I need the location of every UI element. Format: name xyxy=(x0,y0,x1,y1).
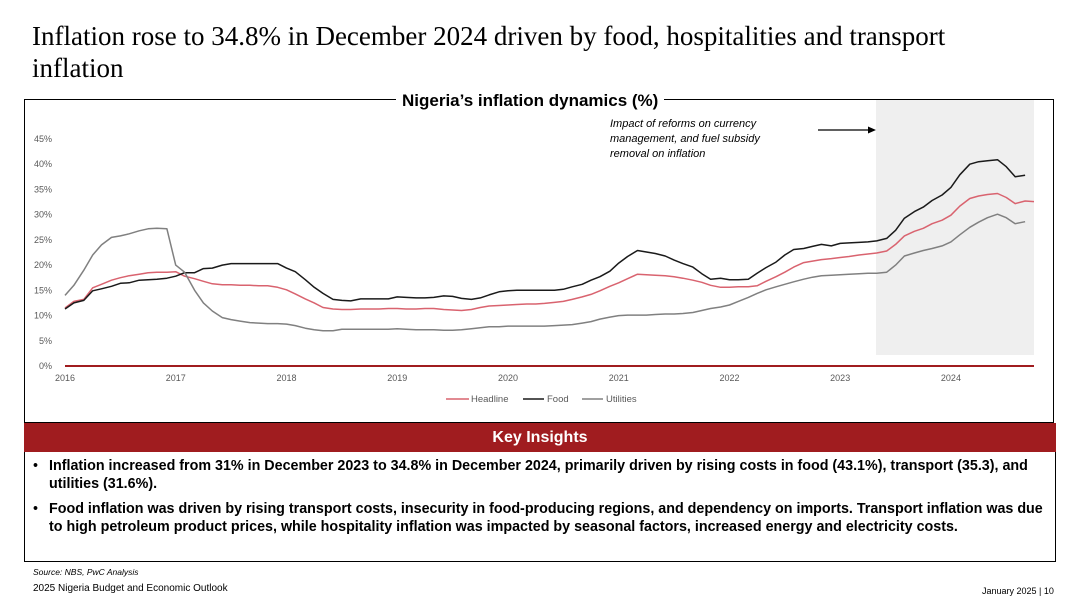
y-tick-label: 40% xyxy=(34,159,52,169)
x-tick-label: 2019 xyxy=(387,373,407,383)
footer-date-page: January 2025 | 10 xyxy=(982,586,1054,596)
insight-bullet-2: Food inflation was driven by rising tran… xyxy=(33,500,1045,536)
legend-headline-label: Headline xyxy=(471,394,509,405)
y-tick-label: 45% xyxy=(34,134,52,144)
y-tick-label: 35% xyxy=(34,184,52,194)
chart-frame: 0% 5% 10% 15% 20% 25% 30% 35% 40% 45% 2016 2017 201… xyxy=(24,99,1054,423)
x-tick-label: 2020 xyxy=(498,373,518,383)
y-tick-label: 30% xyxy=(34,210,52,220)
page-title: Inflation rose to 34.8% in December 2024… xyxy=(32,21,946,83)
legend-utilities-label: Utilities xyxy=(606,394,637,405)
series-line-utilities xyxy=(64,213,1026,332)
key-insights-header: Key Insights xyxy=(24,423,1056,452)
y-tick-label: 20% xyxy=(34,260,52,270)
legend-food-label: Food xyxy=(547,394,569,405)
x-tick-label: 2017 xyxy=(166,373,186,383)
x-tick-label: 2022 xyxy=(719,373,739,383)
annotation-line-2: management, and fuel subsidy xyxy=(610,133,761,145)
shaded-reform-period xyxy=(876,100,1034,355)
x-tick-label: 2018 xyxy=(276,373,296,383)
annotation-line-1: Impact of reforms on currency xyxy=(610,118,758,130)
x-tick-label: 2021 xyxy=(609,373,629,383)
annotation-line-3: removal on inflation xyxy=(610,148,705,160)
footer-report-title: 2025 Nigeria Budget and Economic Outlook xyxy=(33,583,228,594)
x-tick-label: 2016 xyxy=(55,373,75,383)
key-insights-body: Inflation increased from 31% in December… xyxy=(24,452,1056,562)
y-tick-label: 15% xyxy=(34,285,52,295)
y-tick-label: 10% xyxy=(34,311,52,321)
y-tick-label: 5% xyxy=(39,336,52,346)
series-line-food xyxy=(64,158,1026,310)
y-tick-label: 0% xyxy=(39,361,52,371)
annotation-arrow-head xyxy=(868,126,876,134)
insight-bullet-1: Inflation increased from 31% in December… xyxy=(33,457,1045,493)
y-tick-label: 25% xyxy=(34,235,52,245)
x-tick-label: 2023 xyxy=(830,373,850,383)
annotation: Impact of reforms on currency management… xyxy=(610,118,761,160)
chart-title: Nigeria’s inflation dynamics (%) xyxy=(396,91,665,111)
x-tick-label: 2024 xyxy=(941,373,961,383)
series-line-headline xyxy=(64,192,1035,312)
legend: Headline Food Utilities xyxy=(446,394,637,405)
source-note: Source: NBS, PwC Analysis xyxy=(33,567,139,577)
inflation-line-chart: 0% 5% 10% 15% 20% 25% 30% 35% 40% 45% 2016 2017 201… xyxy=(34,100,1035,405)
